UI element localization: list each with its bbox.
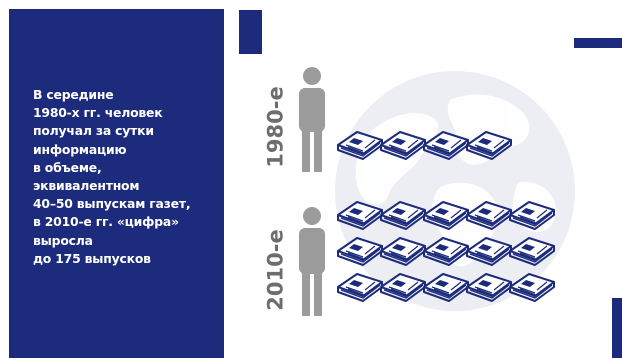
info-line: информацию	[33, 141, 127, 157]
person-icon	[297, 66, 327, 172]
info-text: В середине 1980-х гг. человек получал за…	[33, 86, 218, 268]
newspaper-icon	[466, 128, 512, 162]
info-line: до 175 выпусков	[33, 250, 151, 266]
newspaper-icon	[380, 128, 426, 162]
newspaper-icon	[423, 198, 469, 232]
newspaper-icon	[466, 198, 512, 232]
info-line: 40–50 выпускам газет,	[33, 196, 191, 212]
accent-corner-top-left	[239, 10, 262, 54]
newspaper-icon	[509, 270, 555, 304]
newspaper-icon	[337, 270, 383, 304]
newspaper-icon	[423, 234, 469, 268]
person-icon	[297, 206, 327, 316]
newspaper-icon	[337, 128, 383, 162]
accent-bar-top-right	[574, 38, 622, 48]
info-line: 1980-х гг. человек	[33, 105, 163, 121]
newspaper-icon	[466, 234, 512, 268]
accent-bar-bottom-right	[612, 298, 622, 358]
decade-label-2010: 2010-е	[263, 229, 288, 311]
infographic-area: 1980-е 2010-е	[224, 0, 622, 358]
info-line: в 2010-е гг. «цифра»	[33, 214, 179, 230]
newspaper-icon	[380, 270, 426, 304]
info-panel	[9, 9, 224, 358]
newspaper-icon	[337, 198, 383, 232]
newspaper-icon	[509, 198, 555, 232]
newspaper-icon	[337, 234, 383, 268]
newspaper-icon	[423, 128, 469, 162]
info-line: получал за сутки	[33, 123, 154, 139]
info-line: выросла	[33, 232, 93, 248]
info-line: эквивалентном	[33, 178, 140, 194]
newspaper-icon	[380, 234, 426, 268]
newspaper-icon	[466, 270, 512, 304]
decade-label-1980: 1980-е	[263, 86, 288, 168]
info-line: В середине	[33, 87, 114, 102]
newspaper-icon	[509, 234, 555, 268]
info-line: в объеме,	[33, 159, 102, 175]
newspaper-icon	[423, 270, 469, 304]
newspaper-icon	[380, 198, 426, 232]
